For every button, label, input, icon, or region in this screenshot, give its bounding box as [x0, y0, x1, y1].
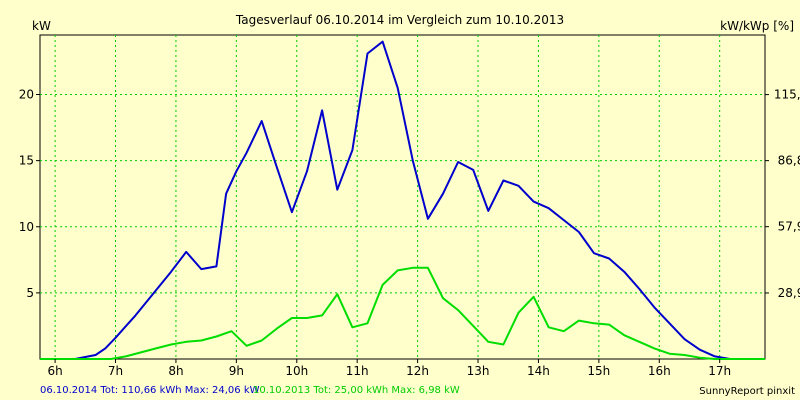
y-axis-label-right: kW/kWp [%]	[720, 19, 794, 33]
tick-layer: 6h 7h 8h 9h 10h 11h 12h 13h 14h 15h 16h 17h 5 10 15 20 2…	[19, 88, 800, 378]
plot-area	[39, 34, 766, 360]
x-tick-label: 10h	[285, 364, 308, 378]
x-tick-label: 6h	[47, 364, 62, 378]
series-line-2013	[40, 266, 765, 360]
y-axis-label-left: kW	[32, 19, 51, 33]
y-tick-label-right: 57,9	[778, 220, 800, 234]
x-tick-label: 8h	[168, 364, 183, 378]
y-tick-label-left: 5	[26, 286, 34, 300]
series-line-2014	[40, 40, 765, 360]
series-layer	[40, 40, 765, 360]
x-tick-label: 13h	[467, 364, 490, 378]
y-tick-label-left: 15	[19, 154, 34, 168]
x-tick-label: 9h	[229, 364, 244, 378]
x-tick-label: 17h	[708, 364, 731, 378]
brand-credit: SunnyReport pinxit	[699, 386, 795, 397]
x-tick-label: 14h	[527, 364, 550, 378]
y-tick-label-right: 28,9	[778, 286, 800, 300]
chart-title: Tagesverlauf 06.10.2014 im Vergleich zum…	[235, 13, 564, 27]
y-tick-label-left: 20	[19, 88, 34, 102]
y-tick-label-left: 10	[19, 220, 34, 234]
legend-series-2013: 10.10.2013 Tot: 25,00 kWh Max: 6,98 kW	[253, 385, 460, 396]
x-tick-label: 16h	[648, 364, 671, 378]
y-tick-label-right: 115,7	[774, 88, 800, 102]
y-tick-label-right: 86,8	[778, 154, 800, 168]
legend-series-2014: 06.10.2014 Tot: 110,66 kWh Max: 24,06 kW	[40, 385, 260, 396]
x-tick-label: 15h	[587, 364, 610, 378]
x-tick-label: 12h	[406, 364, 429, 378]
x-tick-label: 7h	[108, 364, 123, 378]
x-tick-label: 11h	[346, 364, 369, 378]
